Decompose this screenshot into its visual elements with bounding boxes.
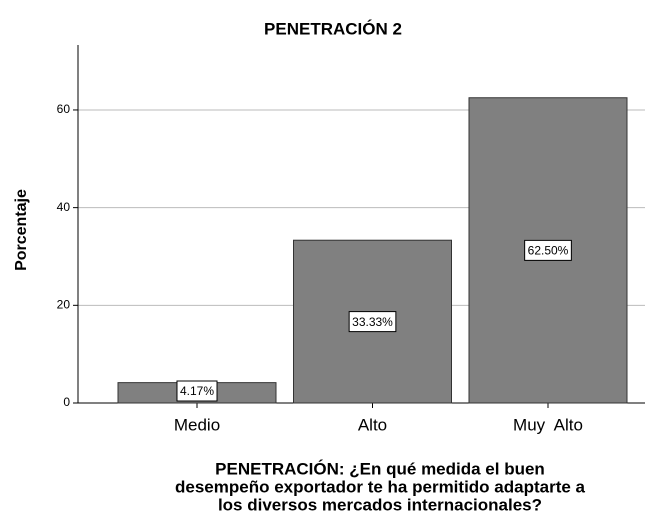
y-axis-title: Porcentaje bbox=[13, 189, 30, 271]
x-tick-label: Medio bbox=[174, 415, 220, 434]
x-axis-title: PENETRACIÓN: ¿En qué medida el buen bbox=[215, 459, 545, 478]
x-tick-label: Alto bbox=[358, 415, 387, 434]
y-tick-label: 60 bbox=[57, 102, 71, 116]
chart-title: PENETRACIÓN 2 bbox=[264, 19, 402, 38]
y-tick-label: 20 bbox=[57, 297, 71, 311]
value-label: 33.33% bbox=[352, 315, 393, 329]
x-axis-title: los diversos mercados internacionales? bbox=[218, 495, 542, 514]
y-tick-label: 40 bbox=[57, 200, 71, 214]
y-tick-label: 0 bbox=[63, 395, 70, 409]
x-axis-title: desempeño exportador te ha permitido ada… bbox=[175, 477, 586, 496]
value-label-box bbox=[524, 239, 572, 261]
x-tick-label: Muy Alto bbox=[513, 415, 583, 434]
value-label: 62.50% bbox=[528, 244, 569, 258]
value-label: 4.17% bbox=[180, 384, 214, 398]
value-label-box bbox=[176, 380, 218, 402]
value-label-box bbox=[348, 311, 397, 333]
